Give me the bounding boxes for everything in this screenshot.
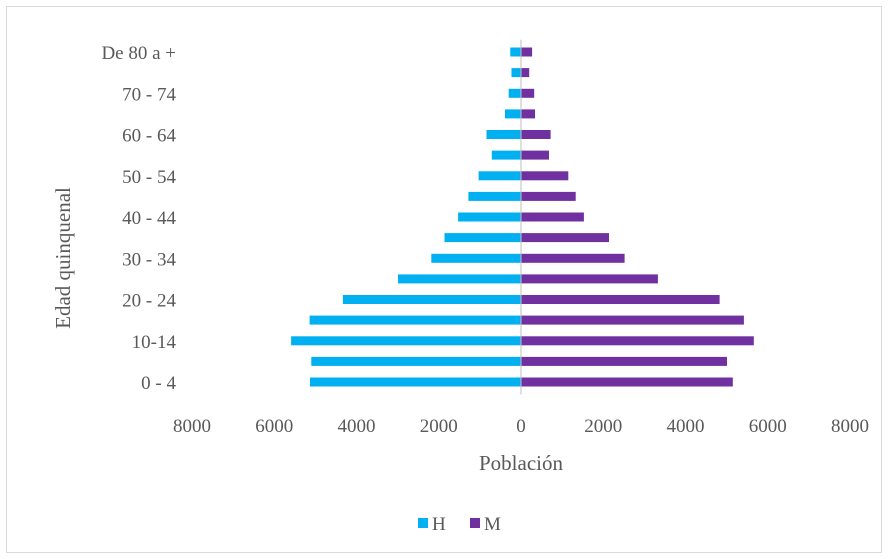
x-tick-label: 8000 <box>173 416 211 437</box>
bar-m-15 <box>521 68 530 78</box>
bar-m-12 <box>521 130 551 139</box>
x-axis-title: Población <box>479 451 563 475</box>
y-tick-label: 60 - 64 <box>122 126 176 147</box>
bar-m-10 <box>521 171 569 181</box>
bar-h-11 <box>491 150 521 160</box>
bar-m-7 <box>521 233 609 243</box>
y-tick-label: 50 - 54 <box>122 167 176 188</box>
bar-m-14 <box>521 88 535 98</box>
bar-h-2 <box>291 336 521 346</box>
bar-h-0 <box>310 377 521 387</box>
y-tick-label: 20 - 24 <box>122 291 176 312</box>
x-tick-label: 8000 <box>831 416 869 437</box>
bar-m-4 <box>521 295 720 304</box>
x-tick-labels: 8000 6000 4000 2000 0 2000 4000 6000 8000 <box>173 416 869 437</box>
x-tick-label: 0 <box>516 416 526 437</box>
legend-label-h: H <box>432 514 446 535</box>
bar-h-8 <box>458 212 521 222</box>
bar-h-3 <box>309 315 521 325</box>
legend-swatch-h <box>418 518 428 528</box>
bar-m-16 <box>521 47 533 57</box>
bar-h-10 <box>478 171 521 181</box>
bar-m-6 <box>521 253 625 263</box>
bar-m-5 <box>521 274 658 284</box>
bar-m-8 <box>521 212 584 222</box>
bar-h-1 <box>311 356 521 366</box>
x-tick-label: 6000 <box>749 416 787 437</box>
bar-m-1 <box>521 356 727 366</box>
y-tick-label: 30 - 34 <box>122 249 176 270</box>
y-tick-label: 10-14 <box>132 332 177 353</box>
x-tick-label: 6000 <box>255 416 293 437</box>
bar-h-13 <box>505 109 521 119</box>
bar-h-12 <box>486 130 521 139</box>
bar-m-0 <box>521 377 733 387</box>
bar-m-9 <box>521 191 576 201</box>
bars-layer <box>291 47 754 387</box>
y-tick-labels: 0 - 4 10-14 20 - 24 30 - 34 40 - 44 50 - 54 60… <box>101 43 176 394</box>
bar-h-14 <box>508 88 521 98</box>
x-tick-label: 2000 <box>584 416 622 437</box>
bar-m-3 <box>521 315 744 325</box>
y-tick-label: 70 - 74 <box>122 84 176 105</box>
bar-h-9 <box>468 191 521 201</box>
legend-swatch-m <box>470 518 480 528</box>
bar-m-2 <box>521 336 754 346</box>
x-tick-label: 2000 <box>420 416 458 437</box>
x-tick-label: 4000 <box>338 416 376 437</box>
bar-h-6 <box>431 253 521 263</box>
y-tick-label: De 80 a + <box>101 43 176 64</box>
bar-h-15 <box>511 68 521 78</box>
legend-label-m: M <box>484 514 501 535</box>
bar-m-11 <box>521 150 549 160</box>
bar-m-13 <box>521 109 535 119</box>
x-tick-label: 4000 <box>667 416 705 437</box>
bar-h-16 <box>510 47 521 57</box>
y-tick-label: 0 - 4 <box>141 373 176 394</box>
bar-h-4 <box>342 295 521 304</box>
y-axis-title: Edad quinquenal <box>51 187 75 329</box>
y-tick-label: 40 - 44 <box>122 208 176 229</box>
bar-h-7 <box>444 233 521 243</box>
bar-h-5 <box>398 274 521 284</box>
